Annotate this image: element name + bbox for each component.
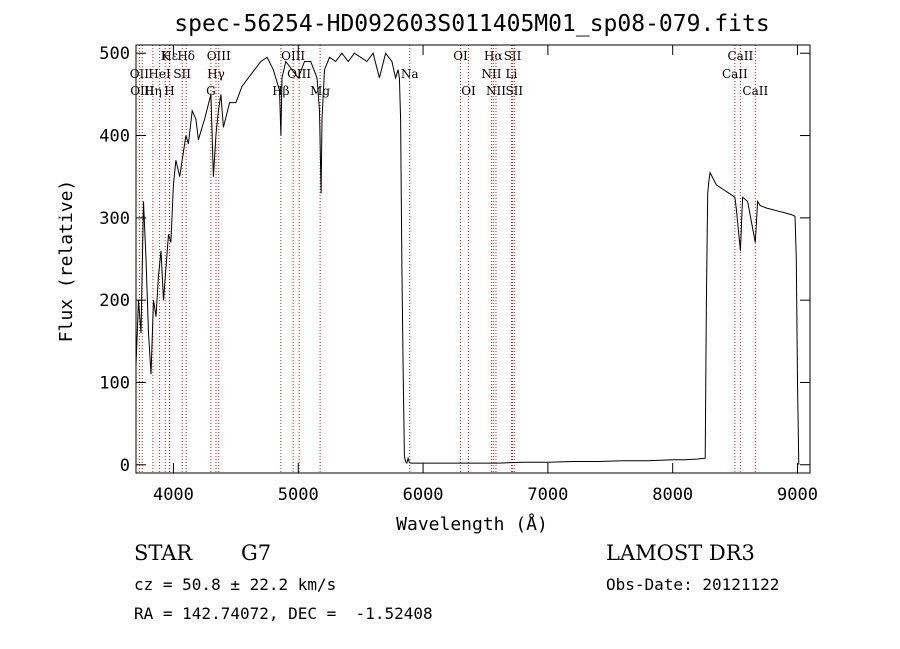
line-label-16: Li	[506, 67, 518, 81]
spectrum-series	[135, 52, 800, 465]
line-label-7: SII	[504, 49, 522, 63]
x-tick-label-4: 8000	[652, 485, 693, 505]
subclass: G7	[241, 541, 272, 565]
line-label-24: OI	[461, 84, 476, 98]
observation-date: Obs-Date: 20121122	[606, 575, 780, 594]
line-label-14: Na	[401, 67, 419, 81]
line-label-27: CaII	[742, 84, 768, 98]
line-label-26: SII	[505, 84, 523, 98]
line-label-22: Hβ	[272, 84, 289, 98]
y-tick-label-4: 400	[99, 127, 130, 147]
line-label-25: NII	[486, 84, 506, 98]
x-tick-label-5: 9000	[777, 485, 818, 505]
redshift-velocity: cz = 50.8 ± 22.2 km/s	[134, 575, 337, 594]
line-label-8: CaII	[727, 49, 753, 63]
plot-frame	[135, 44, 811, 474]
chart-title: spec-56254-HD092603S011405M01_sp08-079.f…	[174, 11, 769, 37]
line-label-15: NII	[481, 67, 501, 81]
y-tick-label-2: 200	[99, 291, 130, 311]
y-axis-ticks: 0 100 200 300 400 500	[99, 44, 810, 476]
y-axis-label: Flux (relative)	[56, 180, 77, 343]
line-label-4: OIII	[281, 49, 305, 63]
x-tick-label-2: 6000	[403, 485, 444, 505]
line-label-17: CaII	[722, 67, 748, 81]
y-tick-label-3: 300	[99, 209, 130, 229]
coordinates: RA = 142.74072, DEC = -1.52408	[134, 604, 433, 623]
line-label-11: SII	[173, 67, 191, 81]
line-label-20: H	[164, 84, 174, 98]
x-tick-label-1: 5000	[278, 485, 319, 505]
y-tick-label-5: 500	[99, 44, 130, 64]
y-tick-label-0: 0	[120, 456, 130, 476]
line-label-23: Mg	[310, 84, 330, 98]
x-axis-label: Wavelength (Å)	[396, 513, 548, 535]
line-label-5: OI	[453, 49, 468, 63]
line-label-3: OIII	[207, 49, 231, 63]
line-label-12: Hγ	[207, 67, 225, 81]
object-class: STAR	[134, 541, 193, 565]
series-flux	[135, 52, 800, 465]
x-tick-label-3: 7000	[527, 485, 568, 505]
x-axis-ticks: 4000 5000 6000 7000 8000 9000	[153, 45, 818, 505]
line-label-21: G	[206, 84, 216, 98]
line-label-6: Hα	[484, 49, 503, 63]
line-label-2: Hδ	[177, 49, 195, 63]
line-label-10: HeI	[148, 67, 171, 81]
line-label-1: K	[161, 49, 171, 63]
line-label-9: OII	[130, 67, 150, 81]
y-tick-label-1: 100	[99, 373, 130, 393]
survey-name: LAMOST DR3	[606, 541, 755, 565]
line-label-19: Hη	[144, 84, 162, 98]
x-tick-label-0: 4000	[153, 485, 194, 505]
